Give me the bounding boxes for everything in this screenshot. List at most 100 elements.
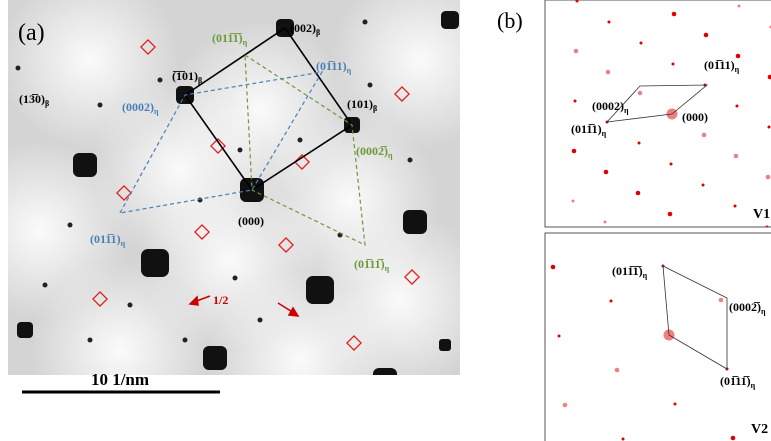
index-subscript: η	[243, 38, 248, 47]
spot	[607, 20, 611, 24]
spot	[407, 157, 413, 163]
index-subscript: η	[643, 271, 648, 280]
spot	[306, 276, 334, 304]
index-subscript: η	[624, 106, 629, 115]
spot	[127, 302, 133, 308]
spot	[87, 337, 93, 343]
spot	[197, 197, 203, 203]
index-text: (011̅1̅)	[612, 264, 643, 278]
spot	[603, 220, 607, 224]
index-text: (0002̅)	[356, 144, 388, 158]
index-subscript: β	[45, 99, 49, 108]
spot	[571, 148, 577, 154]
index-text: (13̅0)	[19, 92, 45, 106]
spot	[621, 437, 625, 441]
spot	[257, 317, 263, 323]
spot	[403, 210, 427, 234]
spot	[718, 297, 724, 303]
index-label: (0002)η	[122, 100, 159, 116]
index-label: (01̅11)η	[704, 58, 740, 74]
index-text: (000)	[238, 214, 264, 228]
marker	[194, 224, 210, 240]
index-label: (011̅1̅)η	[212, 31, 248, 47]
spot	[15, 65, 21, 71]
spot	[367, 82, 373, 88]
panel-label: (a)	[18, 20, 45, 46]
index-subscript: β	[373, 104, 377, 113]
spot	[575, 0, 579, 3]
marker	[404, 269, 420, 285]
simulation-v1	[544, 0, 771, 228]
spot	[42, 282, 48, 288]
index-label: (0002̅)η	[356, 144, 393, 160]
scale-bar-label: 10 1/nm	[91, 370, 149, 389]
index-text: (0002)	[122, 100, 154, 114]
spot	[237, 147, 243, 153]
spot	[182, 337, 188, 343]
diffuse-glow	[30, 260, 210, 375]
spot	[203, 346, 227, 370]
marker	[210, 138, 226, 154]
marker	[92, 291, 108, 307]
index-text: (01̅11̅)	[720, 374, 751, 388]
spot	[637, 90, 643, 96]
index-text: (0002̅)	[729, 300, 761, 314]
unit-cell-blue	[118, 71, 324, 214]
index-text: (011̅1)	[571, 122, 602, 136]
index-text: (000)	[682, 110, 708, 124]
spot	[97, 102, 103, 108]
index-subscript: η	[347, 66, 352, 75]
spot	[573, 99, 577, 103]
spot	[735, 104, 739, 108]
spot	[373, 368, 397, 375]
diffuse-glow	[90, 80, 270, 260]
simulated-spots	[550, 264, 736, 441]
index-subscript: η	[761, 307, 766, 316]
index-text: (011̅1)	[90, 232, 121, 246]
index-subscript: β	[198, 76, 202, 85]
annotation: 1/2	[213, 293, 228, 307]
spot	[765, 174, 771, 180]
index-label: (000)	[682, 110, 708, 124]
spot	[298, 408, 303, 413]
spot	[573, 48, 579, 54]
index-label: (01̅11̅)η	[720, 374, 756, 390]
index-label: (101)β	[347, 97, 377, 113]
index-label: (01̅11)η	[316, 59, 352, 75]
index-label: (011̅1̅)η	[612, 264, 648, 280]
index-label: (011̅1)η	[571, 122, 607, 138]
arrows	[188, 295, 300, 317]
index-text: (01̅11)	[704, 58, 735, 72]
index-subscript: β	[316, 28, 320, 37]
index-subscript: η	[385, 264, 390, 273]
cell-v1	[605, 84, 709, 123]
index-text: (011̅1̅)	[212, 31, 243, 45]
spot	[639, 41, 643, 45]
spot	[603, 169, 609, 175]
spot	[703, 32, 709, 38]
spot	[673, 402, 677, 406]
index-label: (0002̅)η	[729, 300, 766, 316]
marker	[140, 39, 156, 55]
spot	[562, 402, 568, 408]
index-label: (011̅1)η	[90, 232, 126, 248]
spot	[767, 74, 771, 80]
index-text: (002)	[290, 21, 316, 35]
variant-name: V1	[753, 207, 770, 222]
spot	[667, 211, 673, 217]
index-text: (101)	[347, 97, 373, 111]
spot	[765, 225, 769, 227]
variant-name: V2	[751, 422, 768, 437]
index-label: (002)β	[290, 21, 320, 37]
index-label: (000)	[238, 214, 264, 228]
spot	[671, 11, 677, 17]
diffraction-pattern	[8, 0, 460, 413]
spot	[67, 222, 73, 228]
spot	[297, 137, 303, 143]
spot	[571, 199, 575, 203]
spot	[733, 153, 739, 159]
panel-label: (b)	[497, 8, 523, 33]
spot	[362, 19, 368, 25]
spot	[737, 4, 741, 8]
spot	[671, 62, 675, 66]
